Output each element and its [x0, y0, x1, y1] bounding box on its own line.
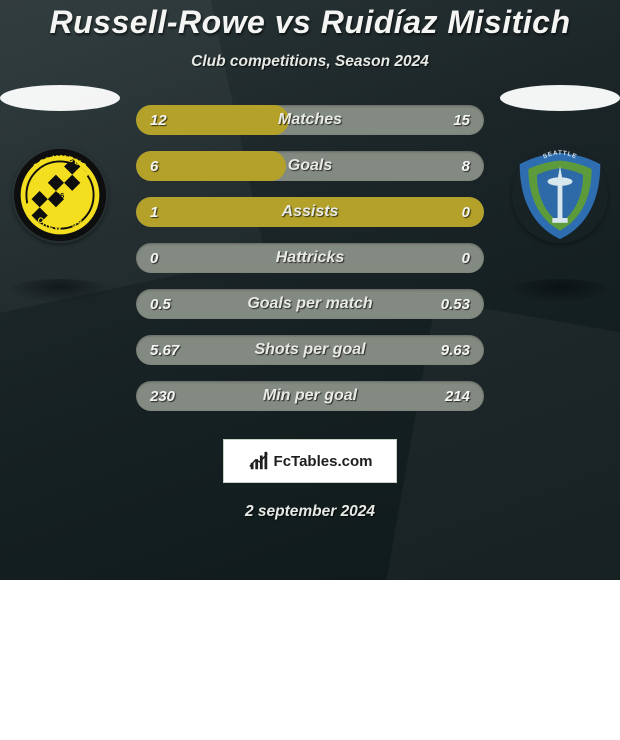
stat-label: Shots per goal: [136, 335, 484, 365]
stat-label: Goals: [136, 151, 484, 181]
stat-row: 230214Min per goal: [136, 381, 484, 411]
shadow-decoration: [11, 279, 109, 301]
stat-row: 0.50.53Goals per match: [136, 289, 484, 319]
left-team-slot: COLUMBUS CREW · SC 96: [0, 85, 120, 301]
chart-icon: [248, 450, 270, 472]
stat-label: Hattricks: [136, 243, 484, 273]
stat-row: 68Goals: [136, 151, 484, 181]
stat-row: 00Hattricks: [136, 243, 484, 273]
stat-row: 5.679.63Shots per goal: [136, 335, 484, 365]
left-team-crest-icon: COLUMBUS CREW · SC 96: [12, 147, 108, 243]
page-title: Russell-Rowe vs Ruidíaz Misitich: [0, 4, 620, 41]
stat-row: 10Assists: [136, 197, 484, 227]
watermark: FcTables.com: [223, 439, 397, 483]
ellipse-decoration: [500, 85, 620, 111]
shadow-decoration: [511, 279, 609, 301]
stat-row: 1215Matches: [136, 105, 484, 135]
stat-label: Min per goal: [136, 381, 484, 411]
date-line: 2 september 2024: [0, 503, 620, 521]
ellipse-decoration: [0, 85, 120, 111]
watermark-label: FcTables.com: [274, 453, 373, 470]
stat-bars: 1215Matches 68Goals 10Assists 00Hattricks 0.…: [136, 105, 484, 411]
right-team-slot: SEATTLE: [500, 85, 620, 301]
stat-label: Assists: [136, 197, 484, 227]
subtitle: Club competitions, Season 2024: [0, 53, 620, 71]
right-team-crest-icon: SEATTLE: [512, 147, 608, 243]
svg-text:96: 96: [56, 191, 65, 200]
stat-label: Matches: [136, 105, 484, 135]
stat-label: Goals per match: [136, 289, 484, 319]
